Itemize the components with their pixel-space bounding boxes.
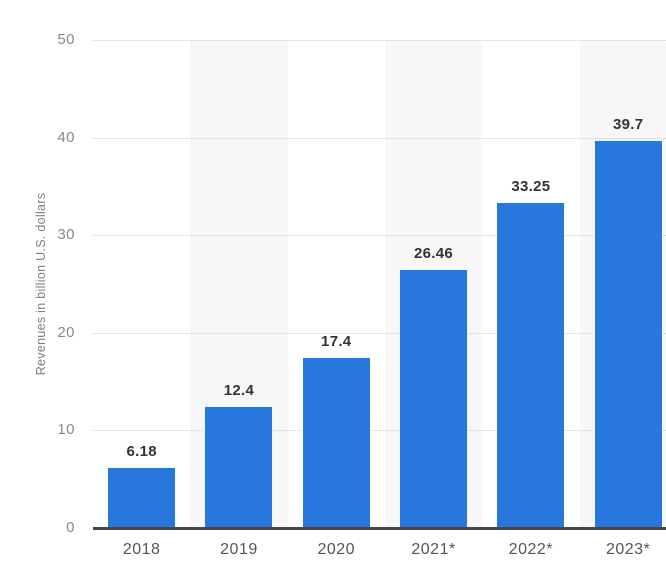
x-tick-label: 2021* [411,541,456,558]
y-axis-title: Revenues in billion U.S. dollars [34,192,48,376]
bar [108,467,176,528]
y-tick-label: 30 [57,226,75,244]
bar-value-label: 33.25 [511,178,551,196]
x-tick-label: 2019 [220,541,258,558]
bar [205,406,273,528]
y-tick-label: 50 [57,31,75,48]
bar-value-label: 12.4 [223,381,255,399]
y-tick-label: 0 [66,519,75,536]
x-tick-label: 2022* [508,541,553,558]
bar-value-label: 17.4 [321,333,352,351]
bar [302,358,370,528]
x-axis-line [93,527,666,530]
gridline [93,235,666,237]
x-tick-label: 2020 [317,541,356,558]
gridline [93,137,666,139]
gridline [93,332,666,334]
y-tick-label: 20 [57,323,75,341]
x-tick-label: 2023* [605,541,651,558]
bar [497,203,565,528]
bar-value-label: 39.7 [612,115,644,133]
bar-value-label: 26.46 [414,244,454,262]
bar [400,269,468,528]
gridline [93,40,666,41]
y-tick-label: 40 [57,128,75,146]
x-tick-label: 2018 [122,541,161,558]
bar-value-label: 6.18 [126,442,157,460]
y-tick-label: 10 [57,421,75,439]
plot-area: 6.18 12.4 17.4 26.46 33.25 39.7 [93,40,666,528]
bar [594,140,662,528]
gridline [93,430,666,432]
